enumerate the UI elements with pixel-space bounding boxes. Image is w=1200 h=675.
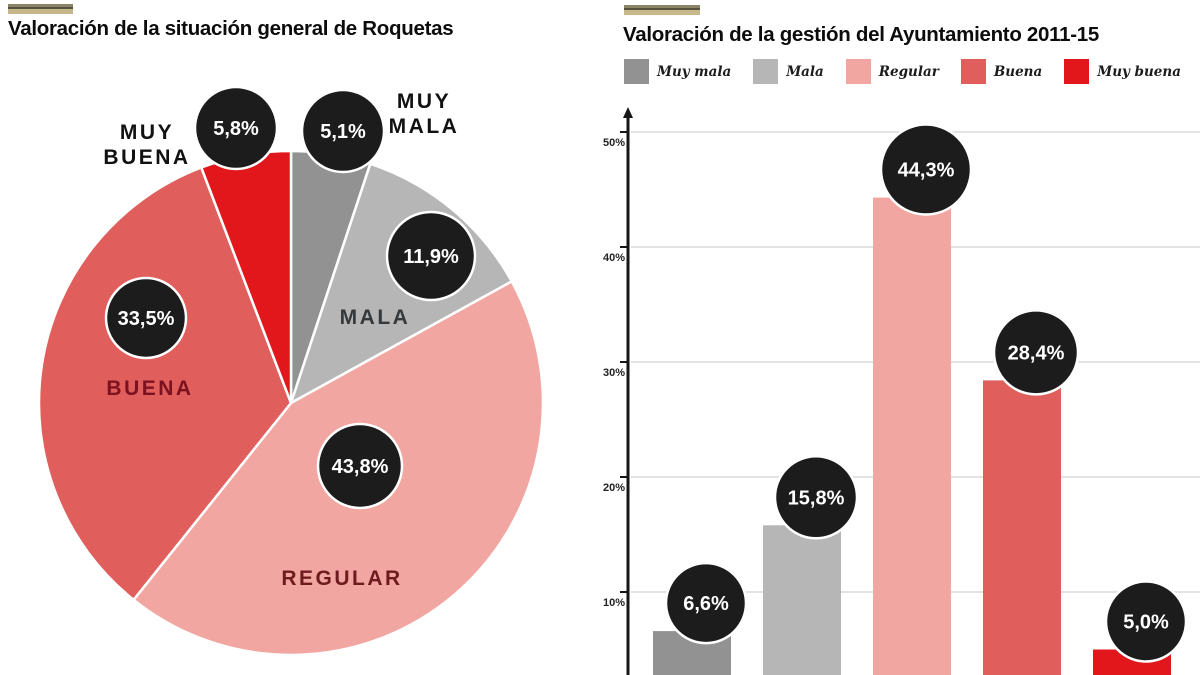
bar-buena [983, 380, 1061, 675]
y-axis-label-50%: 50% [603, 137, 625, 149]
svg-text:15,8%: 15,8% [788, 487, 845, 509]
pie-slice-label-buena: BUENA [106, 377, 193, 400]
bar-chart-title: Valoración de la gestión del Ayuntamient… [623, 23, 1099, 46]
legend-swatch-regular [845, 59, 871, 84]
bar-value-badge-muy-buena: 5,0% [1104, 580, 1188, 663]
y-axis-label-20%: 20% [603, 482, 625, 494]
pie-value-badge-mala: 11,9% [385, 210, 477, 302]
legend-item-regular: Regular [845, 59, 939, 84]
legend-label-muy-mala: Muy mala [657, 63, 732, 80]
svg-text:28,4%: 28,4% [1008, 342, 1065, 364]
legend-item-buena: Buena [960, 59, 1043, 84]
bar-regular [873, 197, 951, 675]
svg-text:11,9%: 11,9% [403, 246, 459, 268]
legend-swatch-muy-mala [624, 59, 649, 84]
legend-label-regular: Regular [878, 63, 939, 80]
legend-item-muy-buena: Muy buena [1064, 59, 1181, 84]
title-accent-bar-right [624, 5, 700, 15]
pie-chart: MUY MALA MALA REGULAR BUENA MUY BUENA 5,1% 11,9%… [37, 85, 545, 657]
svg-text:44,3%: 44,3% [898, 160, 955, 182]
pie-slice-label-muy-mala: MUY MALA [389, 90, 460, 138]
pie-value-badge-regular: 43,8% [316, 422, 404, 510]
legend-label-muy-buena: Muy buena [1097, 63, 1181, 80]
title-accent-bar-left [8, 4, 73, 14]
bar-value-badge-regular: 44,3% [879, 123, 973, 216]
y-axis-label-40%: 40% [603, 252, 625, 264]
legend-swatch-buena [960, 59, 986, 84]
svg-text:43,8%: 43,8% [332, 456, 389, 478]
bar-chart-legend: Muy mala Mala Regular Buena Muy buena [624, 59, 1181, 84]
pie-slice-label-mala: MALA [340, 306, 411, 329]
legend-item-mala: Mala [753, 59, 824, 84]
bar-chart: 10% 20% 30% 40% 50% 6,6% 15,8% 44,3% 28,4% 5,0% [603, 107, 1200, 675]
pie-slice-buena [37, 166, 293, 602]
pie-value-badge-muy-buena: 5,8% [193, 85, 279, 171]
pie-slice-label-regular: REGULAR [281, 567, 402, 590]
pie-slice-label-muy-buena: MUY BUENA [103, 121, 190, 169]
bar-mala [763, 525, 841, 675]
y-axis-label-10%: 10% [603, 597, 625, 609]
svg-text:6,6%: 6,6% [683, 593, 729, 615]
legend-swatch-muy-buena [1064, 59, 1090, 84]
svg-text:5,8%: 5,8% [213, 118, 259, 140]
svg-text:33,5%: 33,5% [118, 308, 175, 330]
y-axis-label-30%: 30% [603, 367, 625, 379]
pie-value-badge-buena: 33,5% [104, 276, 188, 360]
svg-text:5,1%: 5,1% [320, 121, 366, 143]
legend-item-muy-mala: Muy mala [624, 59, 731, 84]
pie-value-badge-muy-mala: 5,1% [300, 88, 386, 174]
legend-label-mala: Mala [786, 63, 824, 80]
bar-value-badge-muy-mala: 6,6% [664, 561, 748, 645]
legend-label-buena: Buena [993, 63, 1043, 80]
pie-chart-title: Valoración de la situación general de Ro… [8, 17, 454, 40]
bar-value-badge-buena: 28,4% [992, 309, 1080, 396]
y-axis-arrow [623, 107, 633, 118]
legend-swatch-mala [753, 59, 779, 84]
svg-text:5,0%: 5,0% [1123, 612, 1169, 634]
bar-value-badge-mala: 15,8% [773, 455, 859, 540]
